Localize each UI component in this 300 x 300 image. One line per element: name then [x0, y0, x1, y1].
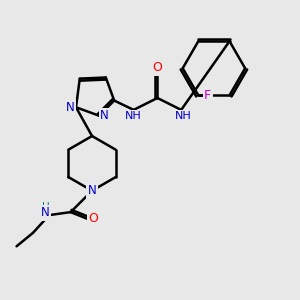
Text: O: O [88, 212, 98, 225]
Text: N: N [88, 184, 96, 197]
Text: N: N [66, 101, 75, 114]
Text: O: O [152, 61, 162, 74]
Text: N: N [100, 109, 109, 122]
Text: N: N [41, 206, 50, 219]
Text: F: F [204, 89, 211, 102]
Text: H: H [42, 202, 50, 212]
Text: NH: NH [125, 111, 141, 122]
Text: NH: NH [175, 111, 192, 122]
